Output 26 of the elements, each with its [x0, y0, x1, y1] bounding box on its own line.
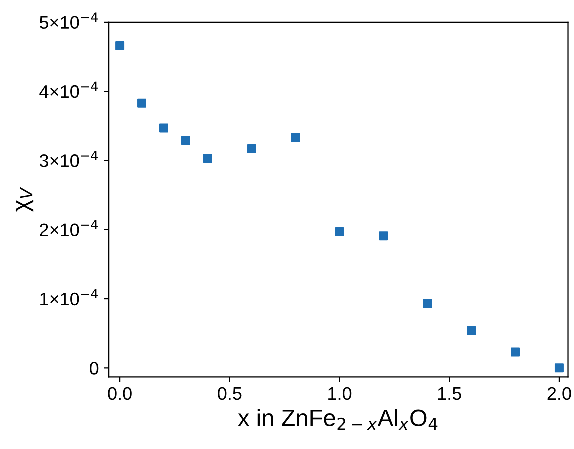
y-tick-label: 0 [90, 362, 99, 375]
point [511, 348, 520, 357]
x-tick-label: 1.5 [438, 388, 462, 400]
point [247, 144, 256, 154]
point [203, 154, 212, 164]
point [554, 364, 564, 373]
point [335, 227, 344, 236]
y-tick-label: 5×10$^{−4}$ [40, 12, 98, 30]
point [138, 98, 147, 108]
x-tick-label: 0.0 [108, 387, 132, 400]
point [116, 41, 125, 50]
point [159, 124, 168, 133]
y-tick-label: 2×10$^{−4}$ [40, 220, 98, 236]
point [291, 133, 300, 142]
y-axis-title: χ$_{V}$ [16, 187, 34, 212]
point [467, 326, 476, 336]
x-tick-label: 2.0 [548, 387, 572, 400]
point [423, 299, 432, 308]
x-tick-label: 0.5 [218, 387, 242, 400]
x-tick-label: 1.0 [328, 387, 352, 400]
point [181, 136, 190, 146]
y-tick-label: 1×10$^{−4}$ [40, 289, 98, 306]
point [379, 232, 388, 241]
y-tick-label: 4×10$^{−4}$ [40, 82, 98, 98]
y-tick-label: 3×10$^{−4}$ [40, 151, 98, 168]
x-axis-title: x in ZnFe$_{2−x}$Al$_{x}$O$_{4}$ [238, 409, 438, 430]
